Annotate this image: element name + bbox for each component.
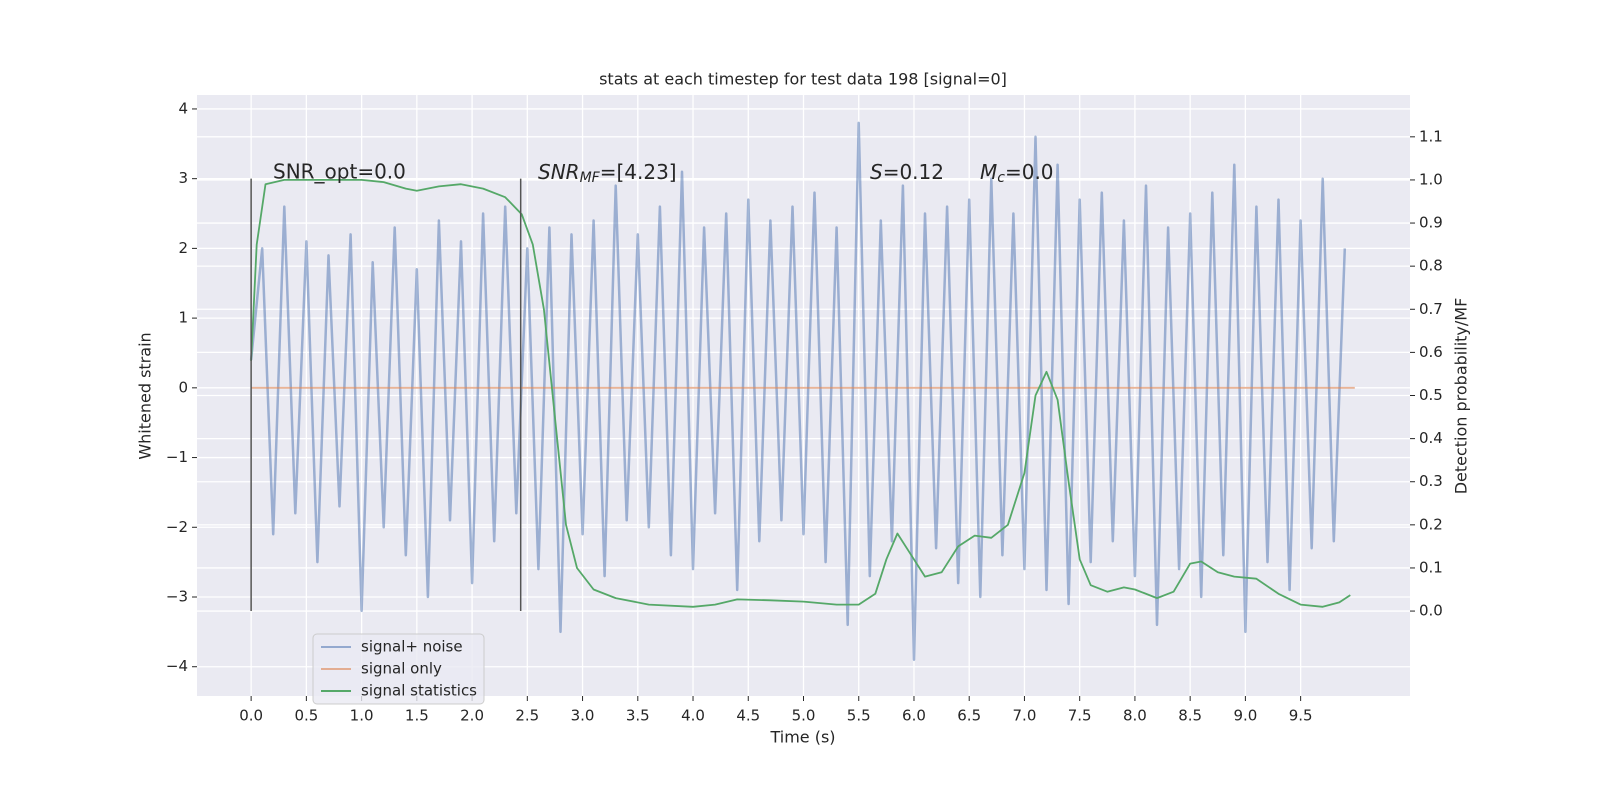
x-axis-label: Time (s) <box>769 728 835 747</box>
annotation-part: S <box>870 160 883 184</box>
y2-tick-label: 0.2 <box>1419 515 1443 533</box>
x-tick-label: 4.5 <box>736 707 760 725</box>
x-tick-label: 2.0 <box>460 707 484 725</box>
y2-tick-label: 0.6 <box>1419 343 1443 361</box>
x-tick-label: 1.5 <box>405 707 429 725</box>
y2-tick-label: 0.8 <box>1419 257 1443 275</box>
y2-tick-label: 0.1 <box>1419 558 1443 576</box>
x-tick-label: 3.0 <box>571 707 595 725</box>
y-tick-label: 2 <box>178 239 188 257</box>
x-tick-label: 5.0 <box>792 707 816 725</box>
x-tick-label: 3.5 <box>626 707 650 725</box>
y-tick-label: 1 <box>178 309 188 327</box>
annotation-part: SNR <box>538 160 580 184</box>
y2-axis-label: Detection probability/MF <box>1452 298 1471 495</box>
x-tick-label: 1.0 <box>350 707 374 725</box>
y2-tick-label: 0.0 <box>1419 602 1443 620</box>
x-tick-label: 2.5 <box>515 707 539 725</box>
y2-tick-label: 0.7 <box>1419 300 1443 318</box>
annotation-part: c <box>997 170 1005 186</box>
annotation-part: =0.12 <box>883 160 944 184</box>
series-line <box>249 121 1347 661</box>
x-tick-label: 7.5 <box>1068 707 1092 725</box>
x-tick-label: 8.0 <box>1123 707 1147 725</box>
x-tick-label: 5.5 <box>847 707 871 725</box>
annotation-part: M <box>980 160 997 184</box>
y-tick-label: 3 <box>178 169 188 187</box>
x-tick-label: 9.5 <box>1289 707 1313 725</box>
x-tick-label: 0.5 <box>294 707 318 725</box>
annotation: S=0.12 <box>870 160 944 184</box>
y-tick-label: 0 <box>178 378 188 396</box>
y2-tick-label: 0.4 <box>1419 429 1443 447</box>
y2-tick-label: 0.5 <box>1419 386 1443 404</box>
y2-tick-label: 0.9 <box>1419 214 1443 232</box>
annotation: SNRMF=[4.23] <box>538 160 677 187</box>
series-line <box>250 179 1351 608</box>
legend-label: signal+ noise <box>361 638 463 656</box>
x-tick-label: 9.0 <box>1233 707 1257 725</box>
y-tick-label: −3 <box>166 587 188 605</box>
legend-box <box>312 633 485 705</box>
x-tick-label: 7.0 <box>1013 707 1037 725</box>
x-tick-label: 6.0 <box>902 707 926 725</box>
annotation-part: =0.0 <box>1005 160 1054 184</box>
x-tick-label: 8.5 <box>1178 707 1202 725</box>
y-tick-label: −4 <box>166 657 188 675</box>
annotation-part: MF <box>580 170 601 186</box>
legend-label: signal statistics <box>361 682 477 700</box>
y2-tick-label: 1.0 <box>1419 170 1443 188</box>
y2-tick-label: 1.1 <box>1419 127 1443 145</box>
y2-tick-label: 0.3 <box>1419 472 1443 490</box>
y-tick-label: −2 <box>166 518 188 536</box>
annotation-part: =[4.23] <box>600 160 677 184</box>
chart-title: stats at each timestep for test data 198… <box>599 70 1007 89</box>
legend-label: signal only <box>361 660 442 678</box>
x-tick-label: 6.5 <box>957 707 981 725</box>
y-axis-label: Whitened strain <box>136 332 155 459</box>
marks <box>249 121 1355 661</box>
y-tick-label: 4 <box>178 99 188 117</box>
annotation: Mc=0.0 <box>980 160 1054 187</box>
y-tick-label: −1 <box>166 448 188 466</box>
annotation: SNR_opt=0.0 <box>273 160 406 184</box>
x-tick-label: 4.0 <box>681 707 705 725</box>
x-tick-label: 0.0 <box>239 707 263 725</box>
